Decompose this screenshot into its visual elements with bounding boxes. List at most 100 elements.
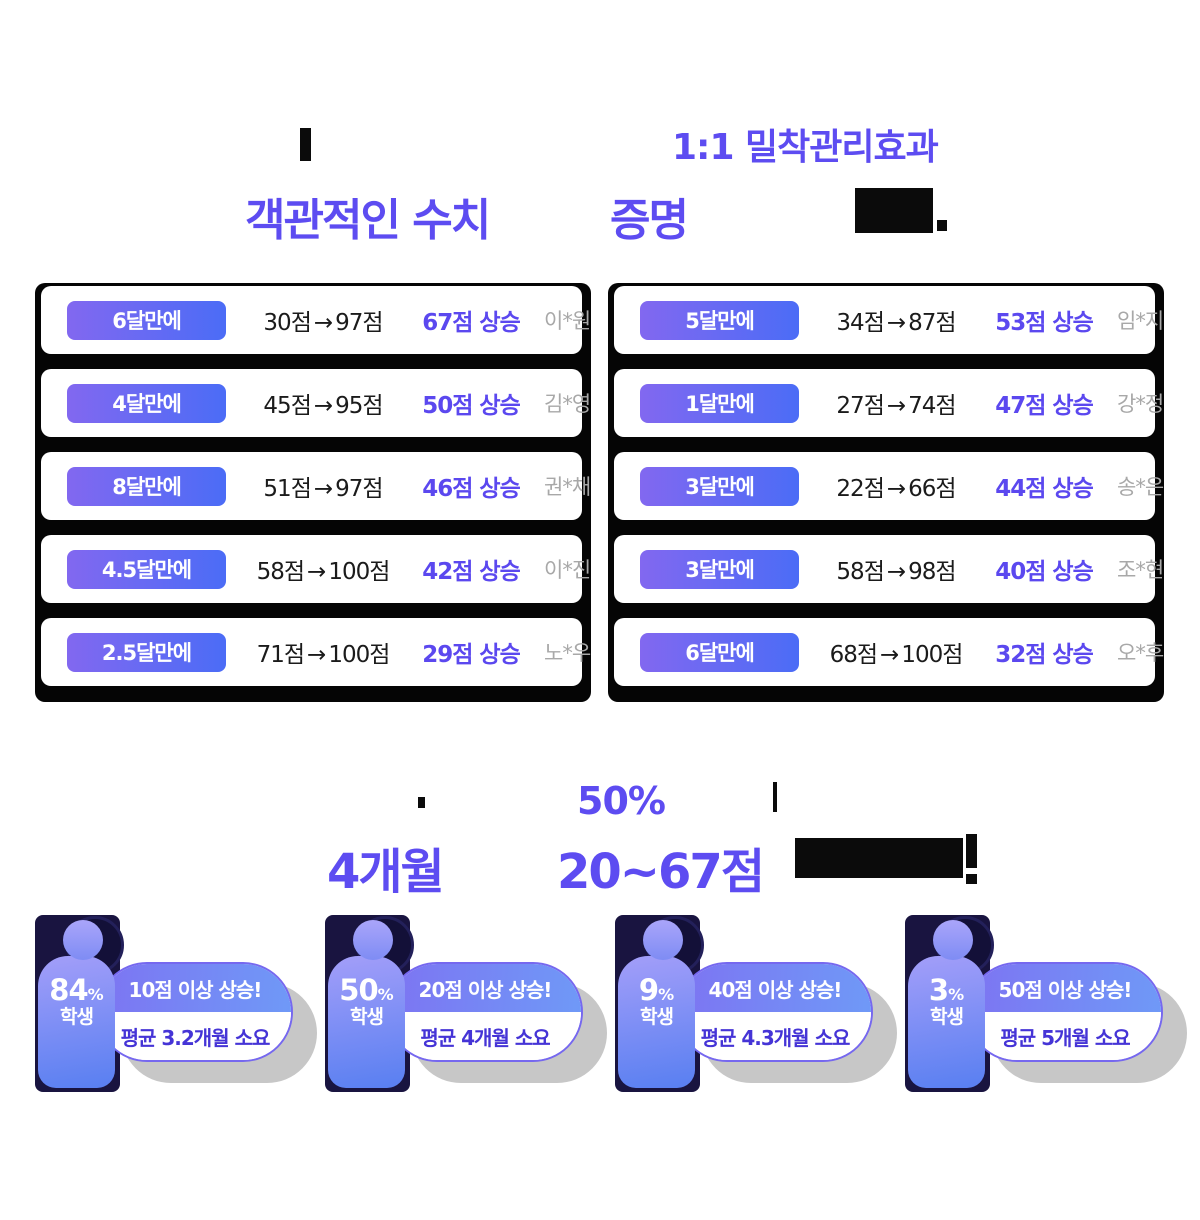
- results-panel-right: 5달만에 34점 → 87점 53점 상승 임*지 1달만에 27점 → 74점 47점…: [608, 283, 1164, 702]
- person-icon: [908, 956, 985, 1088]
- stat-percent-suffix: %: [87, 985, 104, 1004]
- person-head-icon: [933, 920, 973, 960]
- score-rise: 42점 상승: [422, 559, 521, 585]
- duration-badge: 5달만에: [640, 300, 799, 340]
- student-name: 권*채: [544, 475, 591, 499]
- stat-percent-block: 50% 학생: [328, 973, 405, 1028]
- score-row: 4.5달만에 58점 → 100점 42점 상승 이*진: [41, 535, 591, 603]
- student-name: 김*영: [544, 392, 591, 416]
- score-rise: 44점 상승: [995, 476, 1094, 502]
- text-fragment: [855, 188, 933, 233]
- score-row: 6달만에 68점 → 100점 32점 상승 오*후: [614, 618, 1164, 686]
- stat-group: 10점 이상 상승! 평균 3.2개월 소요 84% 학생: [35, 915, 325, 1093]
- stat-percent-block: 84% 학생: [38, 973, 115, 1028]
- stat-bubble: 40점 이상 상승! 평균 4.3개월 소요: [677, 962, 873, 1062]
- score-rise: 32점 상승: [995, 642, 1094, 668]
- text-fragment: [300, 128, 311, 161]
- stat-bubble: 10점 이상 상승! 평균 3.2개월 소요: [97, 962, 293, 1062]
- duration-badge: 3달만에: [640, 549, 799, 589]
- score-rise: 29점 상승: [422, 642, 521, 668]
- text-fragment: [418, 797, 425, 808]
- bubble-top-label: 20점 이상 상승!: [389, 964, 581, 1012]
- exclamation-fragment: [966, 874, 977, 884]
- person-head-icon: [353, 920, 393, 960]
- stat-label: 학생: [640, 1005, 674, 1028]
- bubble-top-label: 40점 이상 상승!: [679, 964, 871, 1012]
- duration-badge: 6달만에: [640, 632, 799, 672]
- person-head-icon: [643, 920, 683, 960]
- score-row: 1달만에 27점 → 74점 47점 상승 강*정: [614, 369, 1164, 437]
- stat-group: 20점 이상 상승! 평균 4개월 소요 50% 학생: [325, 915, 615, 1093]
- arrow-icon: →: [307, 642, 326, 668]
- stat-percent-block: 3% 학생: [908, 974, 985, 1028]
- student-name: 조*현: [1117, 558, 1164, 582]
- bubble-top-label: 10점 이상 상승!: [99, 964, 291, 1012]
- bubble-bottom-label: 평균 4개월 소요: [389, 1012, 581, 1060]
- summary-line2-highlight-1: 4개월: [327, 844, 445, 900]
- score-change: 22점 → 66점: [836, 476, 956, 502]
- stat-percent-suffix: %: [948, 985, 965, 1004]
- score-change: 30점 → 97점: [263, 310, 383, 336]
- stat-group: 50점 이상 상승! 평균 5개월 소요 3% 학생: [905, 915, 1195, 1093]
- bubble-bottom-label: 평균 5개월 소요: [969, 1012, 1161, 1060]
- stat-label: 학생: [60, 1005, 94, 1028]
- student-name: 송*은: [1117, 475, 1164, 499]
- person-icon: [328, 956, 405, 1088]
- student-name: 임*지: [1117, 309, 1164, 333]
- score-change: 51점 → 97점: [263, 476, 383, 502]
- header-line1-highlight: 1:1 밀착관리효과: [672, 127, 939, 168]
- summary-line1-highlight: 50%: [577, 779, 666, 823]
- score-change: 27점 → 74점: [836, 393, 956, 419]
- arrow-icon: →: [313, 476, 333, 502]
- person-head-icon: [63, 920, 103, 960]
- period-fragment: [937, 220, 947, 231]
- arrow-icon: →: [307, 559, 326, 585]
- score-change: 58점 → 98점: [836, 559, 956, 585]
- arrow-icon: →: [313, 310, 333, 336]
- stat-percent-suffix: %: [377, 985, 394, 1004]
- stat-percent: 50: [339, 973, 378, 1007]
- score-change: 71점 → 100점: [256, 642, 391, 668]
- score-rise: 40점 상승: [995, 559, 1094, 585]
- bubble-bottom-label: 평균 4.3개월 소요: [679, 1012, 871, 1060]
- results-cards-left: 6달만에 30점 → 97점 67점 상승 이*원 4달만에 45점 → 95점 50점…: [41, 286, 591, 686]
- arrow-icon: →: [886, 559, 906, 585]
- score-change: 68점 → 100점: [829, 642, 964, 668]
- score-row: 3달만에 58점 → 98점 40점 상승 조*현: [614, 535, 1164, 603]
- student-name: 강*정: [1117, 392, 1164, 416]
- bubble-bottom-label: 평균 3.2개월 소요: [99, 1012, 291, 1060]
- duration-badge: 3달만에: [640, 466, 799, 506]
- score-rise: 46점 상승: [422, 476, 521, 502]
- student-name: 오*후: [1117, 641, 1164, 665]
- stat-percent-block: 9% 학생: [618, 973, 695, 1028]
- arrow-icon: →: [886, 393, 906, 419]
- person-icon: [618, 956, 695, 1088]
- text-fragment: [795, 838, 963, 878]
- person-icon: [38, 956, 115, 1088]
- score-change: 45점 → 95점: [263, 393, 383, 419]
- arrow-icon: →: [886, 476, 906, 502]
- stat-group: 40점 이상 상승! 평균 4.3개월 소요 9% 학생: [615, 915, 905, 1093]
- score-change: 58점 → 100점: [256, 559, 391, 585]
- duration-badge: 6달만에: [67, 300, 226, 340]
- text-fragment: [773, 782, 777, 812]
- header-line2-highlight-2: 증명: [610, 195, 689, 246]
- student-name: 노*우: [544, 641, 591, 665]
- stat-label: 학생: [350, 1005, 384, 1028]
- stat-percent: 84: [49, 973, 88, 1007]
- score-rise: 50점 상승: [422, 393, 521, 419]
- header-line2-highlight-1: 객관적인 수치: [245, 195, 491, 246]
- duration-badge: 8달만에: [67, 466, 226, 506]
- stat-bubble: 50점 이상 상승! 평균 5개월 소요: [967, 962, 1163, 1062]
- student-name: 이*진: [544, 558, 591, 582]
- results-cards-right: 5달만에 34점 → 87점 53점 상승 임*지 1달만에 27점 → 74점 47점…: [614, 286, 1164, 686]
- arrow-icon: →: [886, 310, 906, 336]
- score-row: 3달만에 22점 → 66점 44점 상승 송*은: [614, 452, 1164, 520]
- bubble-top-label: 50점 이상 상승!: [969, 964, 1161, 1012]
- score-row: 6달만에 30점 → 97점 67점 상승 이*원: [41, 286, 591, 354]
- duration-badge: 4.5달만에: [67, 549, 226, 589]
- duration-badge: 2.5달만에: [67, 632, 226, 672]
- student-name: 이*원: [544, 309, 591, 333]
- stat-percent: 9: [638, 973, 659, 1007]
